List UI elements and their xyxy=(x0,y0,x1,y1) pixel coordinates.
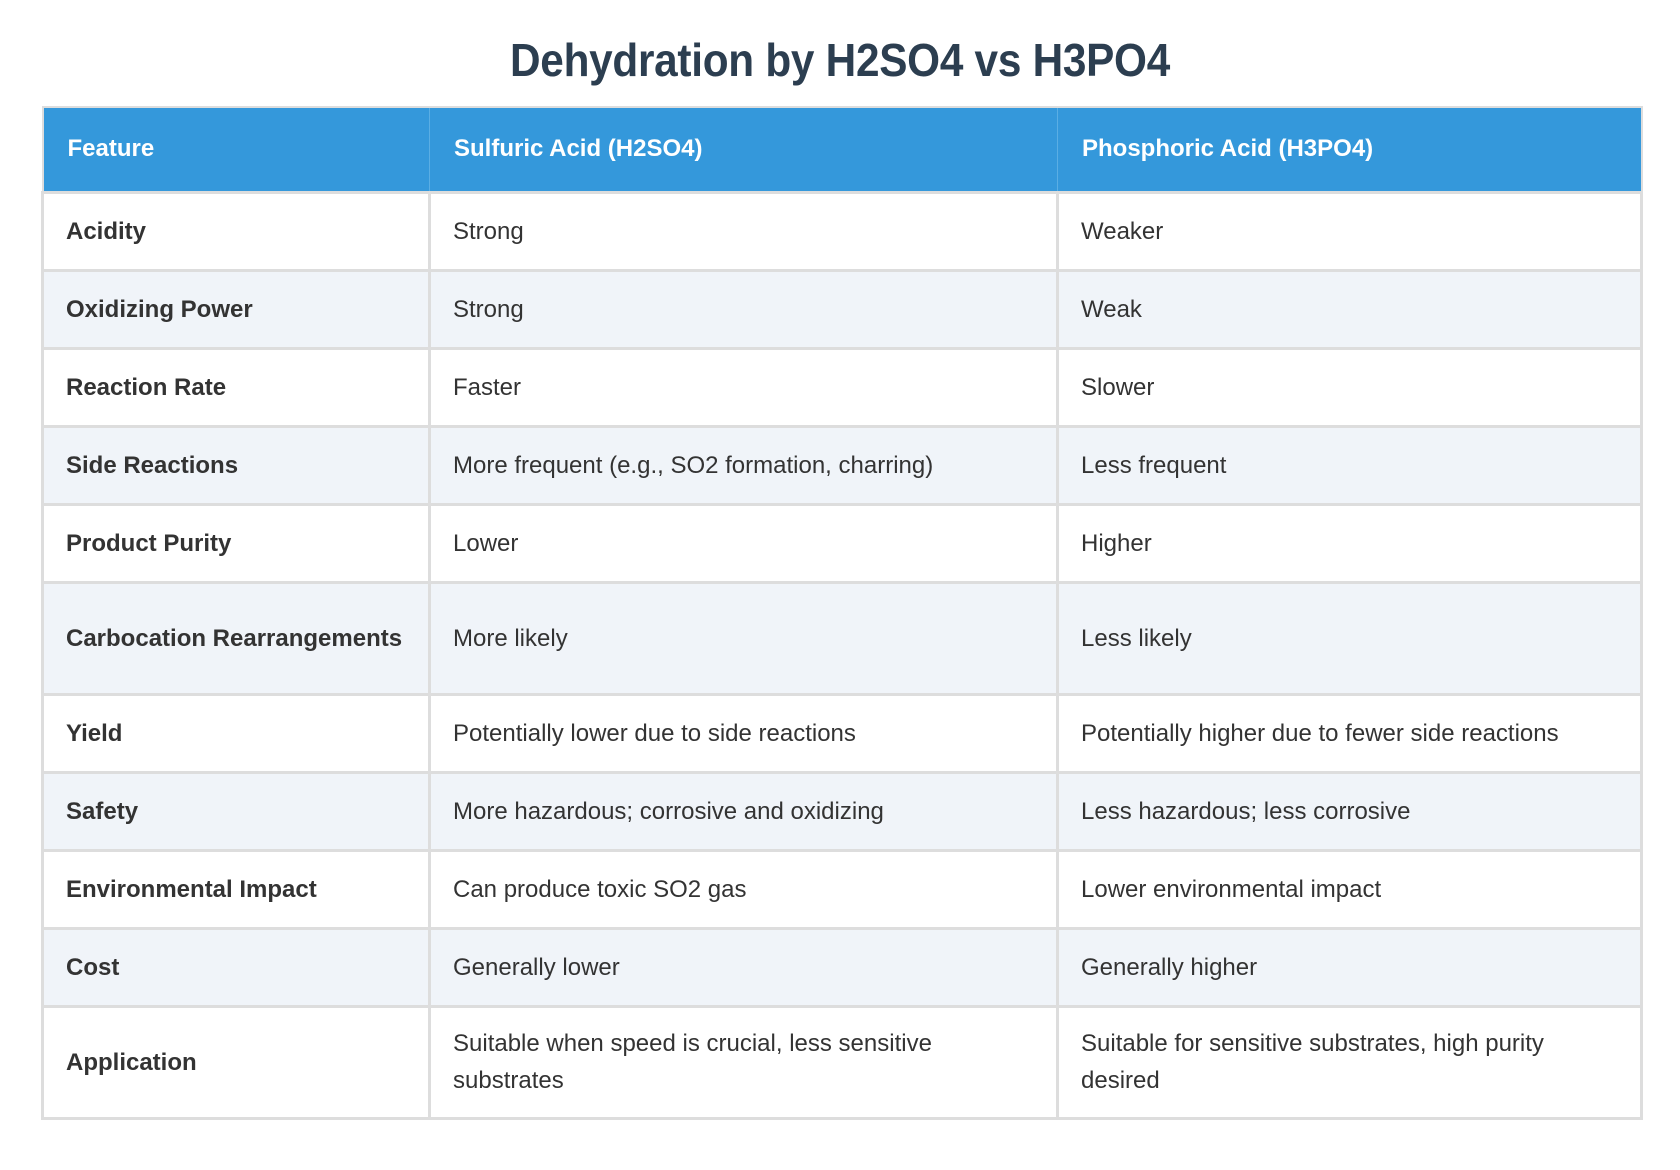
header-row: Feature Sulfuric Acid (H2SO4) Phosphoric… xyxy=(42,107,1642,193)
table-row: Carbocation Rearrangements More likely L… xyxy=(41,580,1643,696)
h2so4-cell: More likely xyxy=(428,580,1059,696)
header-feature: Feature xyxy=(42,107,430,193)
h3po4-cell: Lower environmental impact xyxy=(1056,848,1643,930)
feature-cell: Reaction Rate xyxy=(41,346,431,428)
h2so4-cell: Strong xyxy=(428,190,1059,272)
page-title: Dehydration by H2SO4 vs H3PO4 xyxy=(510,34,1170,86)
h3po4-cell: Suitable for sensitive substrates, high … xyxy=(1056,1004,1643,1120)
h3po4-cell: Less frequent xyxy=(1056,424,1643,506)
h3po4-cell: Less likely xyxy=(1056,580,1643,696)
feature-cell: Acidity xyxy=(41,190,431,272)
h3po4-cell: Higher xyxy=(1056,502,1643,584)
table-row: Product Purity Lower Higher xyxy=(41,502,1643,584)
comparison-table-container: Feature Sulfuric Acid (H2SO4) Phosphoric… xyxy=(41,106,1643,1120)
feature-cell: Application xyxy=(41,1004,431,1120)
h2so4-cell: Potentially lower due to side reactions xyxy=(428,692,1059,774)
feature-cell: Environmental Impact xyxy=(41,848,431,930)
table-row: Reaction Rate Faster Slower xyxy=(41,346,1643,428)
h3po4-cell: Slower xyxy=(1056,346,1643,428)
h2so4-cell: Suitable when speed is crucial, less sen… xyxy=(428,1004,1059,1120)
h2so4-cell: Strong xyxy=(428,268,1059,350)
header-phosphoric-acid: Phosphoric Acid (H3PO4) xyxy=(1057,107,1642,193)
h3po4-cell: Less hazardous; less corrosive xyxy=(1056,770,1643,852)
h2so4-cell: Can produce toxic SO2 gas xyxy=(428,848,1059,930)
h3po4-cell: Weak xyxy=(1056,268,1643,350)
h2so4-cell: More frequent (e.g., SO2 formation, char… xyxy=(428,424,1059,506)
h2so4-cell: Generally lower xyxy=(428,926,1059,1008)
table-row: Oxidizing Power Strong Weak xyxy=(41,268,1643,350)
table-header: Feature Sulfuric Acid (H2SO4) Phosphoric… xyxy=(42,107,1642,193)
h3po4-cell: Weaker xyxy=(1056,190,1643,272)
table-body: Acidity Strong Weaker Oxidizing Power St… xyxy=(41,190,1643,1120)
feature-cell: Carbocation Rearrangements xyxy=(41,580,431,696)
h2so4-cell: Faster xyxy=(428,346,1059,428)
feature-cell: Cost xyxy=(41,926,431,1008)
feature-cell: Oxidizing Power xyxy=(41,268,431,350)
feature-cell: Safety xyxy=(41,770,431,852)
table-row: Safety More hazardous; corrosive and oxi… xyxy=(41,770,1643,852)
h2so4-cell: More hazardous; corrosive and oxidizing xyxy=(428,770,1059,852)
feature-cell: Product Purity xyxy=(41,502,431,584)
header-sulfuric-acid: Sulfuric Acid (H2SO4) xyxy=(429,107,1058,193)
feature-cell: Side Reactions xyxy=(41,424,431,506)
h3po4-cell: Potentially higher due to fewer side rea… xyxy=(1056,692,1643,774)
table-row: Side Reactions More frequent (e.g., SO2 … xyxy=(41,424,1643,506)
h3po4-cell: Generally higher xyxy=(1056,926,1643,1008)
table-row: Application Suitable when speed is cruci… xyxy=(41,1004,1643,1120)
comparison-table: Feature Sulfuric Acid (H2SO4) Phosphoric… xyxy=(41,106,1643,1120)
table-row: Acidity Strong Weaker xyxy=(41,190,1643,272)
feature-cell: Yield xyxy=(41,692,431,774)
table-row: Environmental Impact Can produce toxic S… xyxy=(41,848,1643,930)
table-row: Yield Potentially lower due to side reac… xyxy=(41,692,1643,774)
h2so4-cell: Lower xyxy=(428,502,1059,584)
table-row: Cost Generally lower Generally higher xyxy=(41,926,1643,1008)
